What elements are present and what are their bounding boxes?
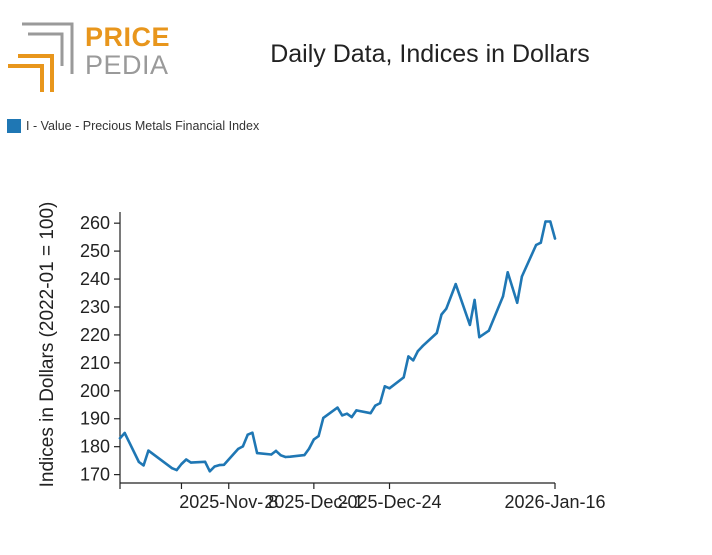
data-point [284,455,287,459]
x-tick-label: 2026-Jan-16 [504,492,605,512]
data-point [549,220,552,223]
data-point [341,414,344,417]
legend[interactable]: I - Value - Precious Metals Financial In… [7,119,259,133]
logo-mark-icon [8,22,74,92]
data-point [274,449,278,453]
data-point [170,466,174,470]
pricepedia-logo: PRICE PEDIA [8,22,171,94]
data-point [407,355,410,358]
data-point [241,445,245,448]
data-point [440,313,443,316]
chart-title: Daily Data, Indices in Dollars [270,40,590,68]
legend-label: I - Value - Precious Metals Financial In… [26,119,260,133]
data-point [487,329,491,332]
data-point [317,434,320,438]
data-point [137,460,141,464]
data-point [544,220,547,223]
x-tick-label: 2025-Dec- 1 [264,492,363,512]
data-point [270,453,273,456]
data-point [142,464,145,467]
data-point [322,416,325,420]
data-point [553,237,557,240]
data-point [289,455,292,458]
data-point [501,295,505,298]
data-point [421,344,424,348]
data-point [189,461,193,464]
y-tick-label: 180 [80,437,110,457]
data-point [473,298,476,302]
data-point [402,376,405,379]
data-point [374,404,377,407]
y-tick-label: 260 [80,213,110,233]
data-point [246,433,249,436]
data-point [175,468,178,472]
logo-word-price: PRICE [85,22,171,52]
y-tick-label: 230 [80,297,110,317]
data-point [255,451,259,455]
y-tick-label: 220 [80,325,110,345]
data-point [355,409,358,412]
series-line [118,220,557,473]
data-point [350,415,353,419]
data-point [345,412,349,415]
legend-swatch [7,119,21,133]
data-point [279,454,282,457]
data-point [534,243,538,247]
data-point [478,335,481,339]
y-axis: 170 180 190 200 210 220 230 240 250 260 [80,212,121,485]
data-point [411,359,415,362]
data-point [435,331,438,335]
data-point [208,470,212,473]
x-tick-label: 2025-Nov- 8 [179,492,278,512]
data-point [180,462,183,466]
data-point [118,437,122,440]
data-point [123,431,126,435]
data-point [184,458,188,461]
y-tick-label: 240 [80,269,110,289]
data-point [336,406,339,409]
y-tick-label: 170 [80,465,110,485]
data-point [147,449,150,452]
data-point [383,385,386,388]
data-point [511,286,514,289]
data-point [416,349,420,353]
data-point [213,465,216,468]
data-point [251,431,254,434]
data-point [515,301,519,304]
data-point [312,438,316,441]
data-point [237,447,240,451]
data-point [369,411,372,415]
y-tick-label: 200 [80,381,110,401]
y-tick-label: 250 [80,241,110,261]
data-point [307,447,311,450]
data-point [506,271,509,274]
x-tick-label: 2025-Dec-24 [337,492,441,512]
data-point [468,323,472,327]
series-layer [118,220,557,473]
data-point [445,307,448,310]
data-point [520,275,524,278]
data-point [303,453,306,457]
data-point [454,282,457,286]
data-point [378,401,382,405]
y-tick-label: 210 [80,353,110,373]
data-point [203,460,207,463]
y-axis-title: Indices in Dollars (2022-01 = 100) [37,202,58,488]
data-point [222,463,226,467]
logo-word-pedia: PEDIA [85,50,169,80]
y-tick-label: 190 [80,409,110,429]
data-point [218,463,221,467]
data-point [388,387,391,390]
data-point [539,241,543,244]
